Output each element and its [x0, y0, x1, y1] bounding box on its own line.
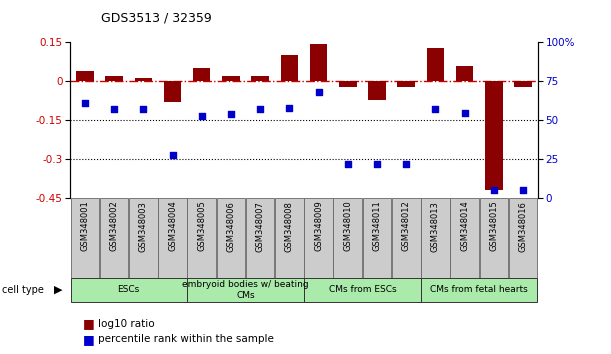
Point [313, 90, 323, 95]
Text: GSM348016: GSM348016 [519, 201, 527, 251]
Bar [76, 71, 93, 81]
Text: GSM348006: GSM348006 [227, 201, 235, 251]
Text: GSM348014: GSM348014 [460, 201, 469, 251]
Bar [334, 198, 362, 278]
Text: cell type: cell type [2, 285, 44, 295]
Bar [310, 44, 327, 81]
Point [343, 161, 353, 167]
Bar [421, 278, 538, 302]
Bar [397, 81, 415, 87]
Text: GSM348008: GSM348008 [285, 201, 294, 251]
Bar [509, 198, 538, 278]
Text: embryoid bodies w/ beating
CMs: embryoid bodies w/ beating CMs [182, 280, 309, 299]
Text: GSM348012: GSM348012 [401, 201, 411, 251]
Point [226, 111, 236, 117]
Bar [188, 198, 216, 278]
Bar [70, 198, 99, 278]
Point [197, 113, 207, 119]
Point [109, 107, 119, 112]
Text: ■: ■ [82, 318, 94, 330]
Text: ESCs: ESCs [117, 285, 140, 295]
Point [431, 107, 441, 112]
Text: GSM348011: GSM348011 [373, 201, 381, 251]
Bar [368, 81, 386, 99]
Point [285, 105, 295, 111]
Point [459, 110, 469, 115]
Bar [158, 198, 187, 278]
Bar [514, 81, 532, 87]
Text: percentile rank within the sample: percentile rank within the sample [98, 334, 274, 344]
Bar [392, 198, 420, 278]
Bar [480, 198, 508, 278]
Text: log10 ratio: log10 ratio [98, 319, 155, 329]
Text: GSM348009: GSM348009 [314, 201, 323, 251]
Bar [280, 56, 298, 81]
Text: GSM348010: GSM348010 [343, 201, 353, 251]
Point [80, 101, 90, 106]
Bar [188, 278, 304, 302]
Bar [304, 198, 333, 278]
Text: ■: ■ [82, 333, 94, 346]
Bar [485, 81, 503, 190]
Bar [134, 78, 152, 81]
Text: GSM348007: GSM348007 [255, 201, 265, 251]
Bar [193, 68, 210, 81]
Point [167, 152, 177, 158]
Bar [129, 198, 158, 278]
Bar [363, 198, 391, 278]
Text: GDS3513 / 32359: GDS3513 / 32359 [101, 12, 211, 25]
Point [489, 188, 499, 193]
Bar [456, 66, 474, 81]
Point [372, 161, 382, 167]
Point [255, 107, 265, 112]
Bar [426, 48, 444, 81]
Text: GSM348015: GSM348015 [489, 201, 499, 251]
Text: GSM348001: GSM348001 [81, 201, 89, 251]
Bar [339, 81, 357, 87]
Text: GSM348002: GSM348002 [109, 201, 119, 251]
Text: GSM348003: GSM348003 [139, 201, 148, 251]
Bar [246, 198, 274, 278]
Point [401, 161, 411, 167]
Point [518, 188, 528, 193]
Bar [222, 76, 240, 81]
Text: CMs from fetal hearts: CMs from fetal hearts [430, 285, 528, 295]
Bar [100, 198, 128, 278]
Bar [251, 76, 269, 81]
Bar [275, 198, 304, 278]
Text: GSM348013: GSM348013 [431, 201, 440, 251]
Bar [421, 198, 450, 278]
Text: GSM348004: GSM348004 [168, 201, 177, 251]
Bar [164, 81, 181, 102]
Bar [105, 76, 123, 81]
Text: GSM348005: GSM348005 [197, 201, 207, 251]
Bar [70, 278, 187, 302]
Text: ▶: ▶ [54, 285, 62, 295]
Bar [304, 278, 420, 302]
Bar [217, 198, 245, 278]
Bar [450, 198, 479, 278]
Text: CMs from ESCs: CMs from ESCs [329, 285, 396, 295]
Point [139, 107, 148, 112]
